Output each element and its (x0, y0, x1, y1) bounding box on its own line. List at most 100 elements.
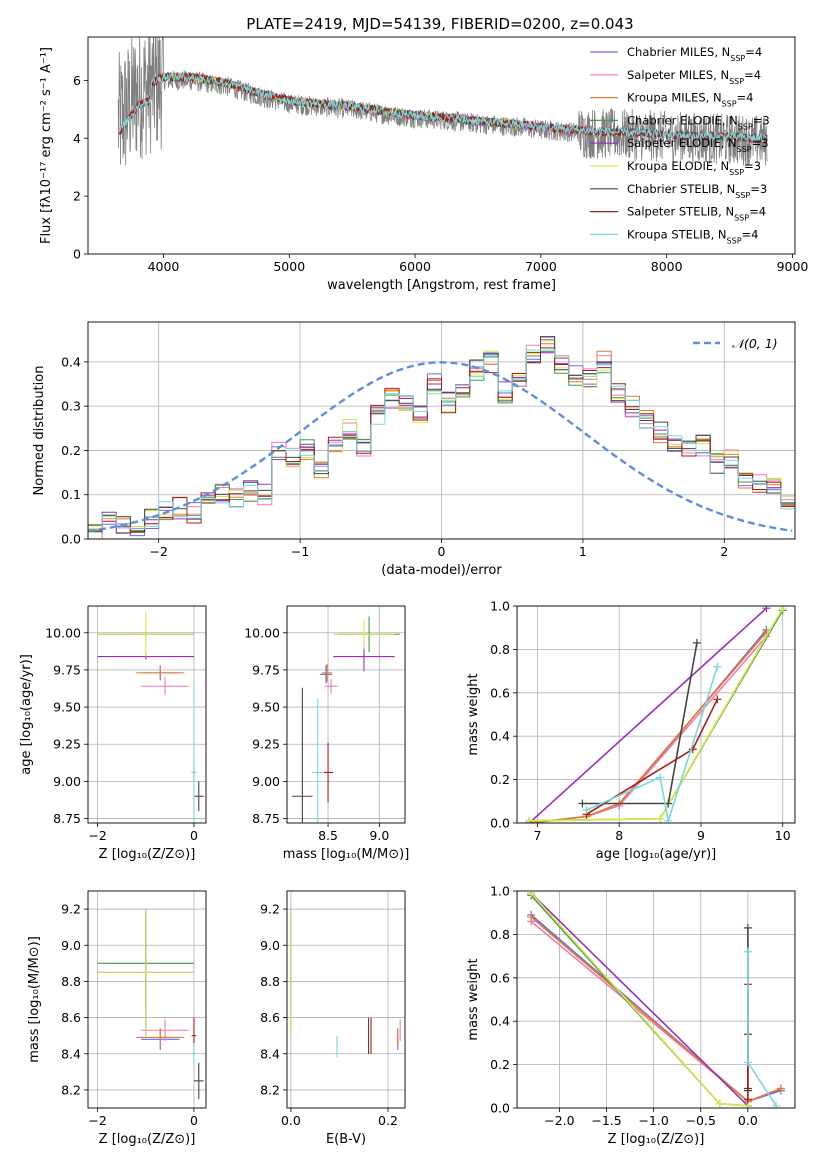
legend-subscript: SSP (738, 122, 753, 131)
y-tick-label: 0.1 (61, 487, 81, 502)
x-axis-label: age [log₁₀(age/yr)] (596, 847, 717, 862)
y-tick-label: 9.0 (260, 938, 280, 953)
legend-value: =3 (752, 136, 769, 150)
mass-weight-marker (656, 814, 665, 823)
legend-subscript: SSP (729, 168, 744, 177)
x-tick-label: 8 (615, 828, 623, 843)
residual-histogram-series (88, 349, 795, 539)
normal-distribution-curve (88, 361, 793, 533)
legend-label: Chabrier STELIB, NSSP=3 (627, 182, 767, 200)
mass-weight-marker (743, 1095, 752, 1104)
mass-weight-marker (713, 695, 722, 704)
mass-weight-marker (692, 638, 701, 647)
panel-residual_hist: −2 −1 0 1 2 0.0 0.1 0.2 0.3 0.4 (data-model)/error… (32, 321, 796, 578)
mass-weight-marker (656, 773, 665, 782)
mass-weight-marker (527, 913, 536, 922)
y-tick-label: 0.4 (61, 354, 81, 369)
y-tick-label: 2 (73, 189, 81, 204)
y-tick-label: 9.50 (252, 700, 280, 715)
mass-weight-marker (778, 606, 787, 613)
plot-area (97, 611, 204, 823)
y-tick-label: 8.6 (260, 1010, 280, 1025)
legend-value: =4 (744, 68, 761, 82)
x-tick-label: 9 (697, 828, 705, 843)
mass-weight-line (530, 916, 782, 1103)
legend-value: =4 (742, 227, 759, 241)
y-tick-label: 9.25 (252, 737, 280, 752)
mass-weight-marker (776, 1084, 785, 1093)
y-tick-label: 8.4 (61, 1046, 81, 1061)
legend-label: Kroupa STELIB, NSSP=4 (627, 227, 758, 245)
y-tick-label: 0.3 (61, 399, 81, 414)
x-tick-label: 10 (775, 828, 791, 843)
axes-frame (286, 605, 406, 824)
x-tick-label: −0.5 (686, 1113, 716, 1128)
mass-weight-line (529, 631, 768, 823)
x-axis-label: Z [log₁₀(Z/Z⊙)] (99, 1132, 196, 1147)
x-tick-label: 4000 (148, 259, 180, 274)
mass-weight-line (586, 666, 719, 822)
x-tick-label: 0 (190, 828, 198, 843)
x-tick-label: −2.0 (544, 1113, 574, 1128)
legend-subscript: SSP (735, 190, 750, 199)
y-tick-label: 0.8 (490, 927, 510, 942)
y-tick-label: 8.2 (61, 1082, 81, 1097)
y-tick-label: 9.75 (252, 662, 280, 677)
y-tick-label: 8.75 (53, 811, 81, 826)
y-tick-label: 1.0 (490, 884, 510, 899)
x-tick-label: 9.0 (369, 828, 389, 843)
mass-weight-marker (582, 805, 591, 814)
mass-weight-marker (743, 923, 752, 932)
legend-value: =3 (750, 182, 767, 196)
y-axis-label: mass [log₁₀(M/M⊙)] (27, 936, 42, 1063)
axes-frame (516, 890, 796, 1109)
y-tick-label: 9.50 (53, 700, 81, 715)
legend-value: =4 (745, 45, 762, 59)
legend-subscript: SSP (722, 99, 737, 108)
legend-label: Salpeter STELIB, NSSP=4 (627, 205, 766, 223)
x-axis-label: Z [log₁₀(Z/Z⊙)] (608, 1132, 705, 1147)
x-tick-label: 0 (190, 1113, 198, 1128)
legend-subscript: SSP (727, 236, 742, 245)
axes-frame (516, 605, 796, 824)
x-tick-label: 0 (438, 544, 446, 559)
legend-label: Kroupa MILES, NSSP=4 (627, 91, 753, 109)
legend-label: Chabrier ELODIE, NSSP=3 (627, 113, 770, 130)
y-axis-label: mass weight (466, 673, 481, 755)
mass-weight-line (529, 629, 768, 823)
y-tick-label: 0 (73, 247, 81, 262)
y-axis-label: age [log₁₀(age/yr)] (19, 654, 34, 775)
figure-title: PLATE=2419, MJD=54139, FIBERID=0200, z=0… (246, 15, 633, 33)
legend-label: Chabrier MILES, NSSP=4 (627, 45, 762, 63)
y-tick-label: 0.2 (61, 443, 81, 458)
mass-weight-marker (772, 1101, 781, 1108)
x-tick-label: 9000 (777, 259, 809, 274)
y-tick-label: 9.2 (260, 902, 280, 917)
mass-weight-line (530, 892, 749, 1107)
legend-label: Salpeter MILES, NSSP=4 (627, 68, 761, 86)
legend-value: =4 (737, 91, 754, 105)
plot-area (117, 37, 768, 166)
x-axis-label: (data-model)/error (381, 563, 502, 578)
y-axis-label: Normed distribution (32, 366, 47, 496)
x-tick-label: −1.5 (591, 1113, 621, 1128)
panel-mass_vs_Z: −2 0 8.2 8.4 8.6 8.8 9.0 9.2 Z [log₁₀(Z/Z⊙)] mass… (27, 890, 207, 1147)
y-tick-label: 8.8 (260, 974, 280, 989)
mass-weight-marker (743, 947, 752, 956)
x-tick-label: 8000 (651, 259, 683, 274)
panel-weight_vs_age: 7 8 9 10 0.0 0.2 0.4 0.6 0.8 1.0 age [log₁₀(age/yr… (466, 599, 796, 862)
mass-weight-line (529, 635, 768, 823)
legend-subscript: SSP (729, 76, 744, 85)
model-spectrum-line (119, 71, 768, 142)
residual-histogram-series (88, 352, 795, 539)
legend-value: =4 (749, 205, 766, 219)
y-tick-label: 9.00 (252, 774, 280, 789)
y-tick-label: 9.0 (61, 938, 81, 953)
x-tick-label: 7 (533, 828, 541, 843)
panel-age_vs_Z: −2 0 8.75 9.00 9.25 9.50 9.75 10.00 Z [log₁₀(Z/Z… (19, 605, 207, 862)
y-tick-label: 8.4 (260, 1046, 280, 1061)
mass-weight-marker (743, 1058, 752, 1067)
residual-histogram-series (88, 351, 795, 539)
y-tick-label: 0.4 (490, 729, 510, 744)
